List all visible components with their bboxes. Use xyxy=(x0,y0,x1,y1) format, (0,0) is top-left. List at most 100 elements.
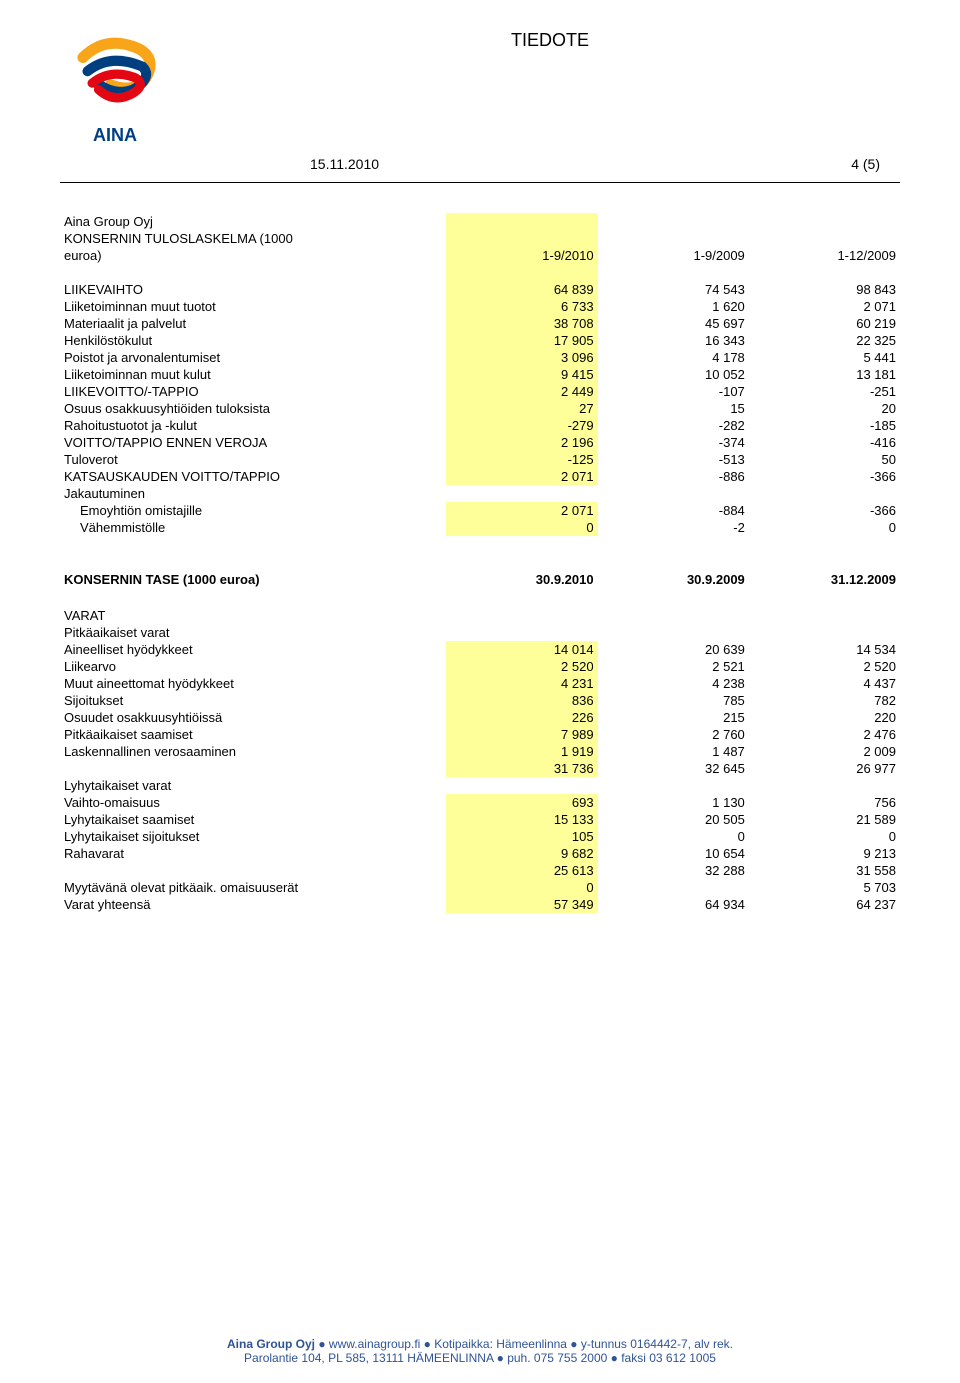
row-value: 16 343 xyxy=(598,332,749,349)
table-row: Myytävänä olevat pitkäaik. omaisuuserät0… xyxy=(60,879,900,896)
row-value xyxy=(598,485,749,502)
row-value: -279 xyxy=(446,417,597,434)
row-value: 2 071 xyxy=(446,468,597,485)
table-row: Varat yhteensä57 34964 93464 237 xyxy=(60,896,900,913)
footer-line1-rest: ● www.ainagroup.fi ● Kotipaikka: Hämeenl… xyxy=(315,1337,733,1351)
table-row: Jakautuminen xyxy=(60,485,900,502)
row-value: 2 520 xyxy=(446,658,597,675)
document-date: 15.11.2010 xyxy=(310,156,379,172)
row-value: 782 xyxy=(749,692,900,709)
row-value: -886 xyxy=(598,468,749,485)
is-col-header: 1-9/2010 xyxy=(446,247,597,264)
row-value: 4 238 xyxy=(598,675,749,692)
row-value: 5 703 xyxy=(749,879,900,896)
row-label: LIIKEVAIHTO xyxy=(60,281,446,298)
row-value: -185 xyxy=(749,417,900,434)
table-row: Pitkäaikaiset saamiset7 9892 7602 476 xyxy=(60,726,900,743)
row-value: -107 xyxy=(598,383,749,400)
is-col-header: 1-12/2009 xyxy=(749,247,900,264)
row-value: 1 919 xyxy=(446,743,597,760)
is-head-line2: KONSERNIN TULOSLASKELMA (1000 xyxy=(60,230,446,247)
table-row: 31 73632 64526 977 xyxy=(60,760,900,777)
table-row: Vähemmistölle0-20 xyxy=(60,519,900,536)
row-value: -416 xyxy=(749,434,900,451)
row-value: 693 xyxy=(446,794,597,811)
logo: AINA xyxy=(60,30,170,146)
row-label: LIIKEVOITTO/-TAPPIO xyxy=(60,383,446,400)
row-value: 220 xyxy=(749,709,900,726)
row-value: 836 xyxy=(446,692,597,709)
row-value: 0 xyxy=(749,828,900,845)
row-value: 4 437 xyxy=(749,675,900,692)
table-row: Rahoitustuotot ja -kulut-279-282-185 xyxy=(60,417,900,434)
row-value: 2 071 xyxy=(446,502,597,519)
footer-line2: Parolantie 104, PL 585, 13111 HÄMEENLINN… xyxy=(0,1351,960,1365)
row-value: 0 xyxy=(446,879,597,896)
bs-subsection-long: Pitkäaikaiset varat xyxy=(60,624,446,641)
row-label: Henkilöstökulut xyxy=(60,332,446,349)
footer-company: Aina Group Oyj xyxy=(227,1337,315,1351)
row-label: Muut aineettomat hyödykkeet xyxy=(60,675,446,692)
page-number: 4 (5) xyxy=(851,156,880,172)
row-value: 5 441 xyxy=(749,349,900,366)
row-value: 215 xyxy=(598,709,749,726)
row-value: 17 905 xyxy=(446,332,597,349)
row-label: KATSAUSKAUDEN VOITTO/TAPPIO xyxy=(60,468,446,485)
row-value: 105 xyxy=(446,828,597,845)
row-value: 25 613 xyxy=(446,862,597,879)
row-value: 50 xyxy=(749,451,900,468)
row-value: 2 071 xyxy=(749,298,900,315)
table-row: Vaihto-omaisuus6931 130756 xyxy=(60,794,900,811)
row-value: 22 325 xyxy=(749,332,900,349)
table-row: Henkilöstökulut17 90516 34322 325 xyxy=(60,332,900,349)
table-row: KATSAUSKAUDEN VOITTO/TAPPIO2 071-886-366 xyxy=(60,468,900,485)
table-row: Laskennallinen verosaaminen1 9191 4872 0… xyxy=(60,743,900,760)
row-value: 32 645 xyxy=(598,760,749,777)
table-row: Muut aineettomat hyödykkeet4 2314 2384 4… xyxy=(60,675,900,692)
row-value: 9 213 xyxy=(749,845,900,862)
row-label xyxy=(60,760,446,777)
row-value: 31 736 xyxy=(446,760,597,777)
row-value: 2 009 xyxy=(749,743,900,760)
logo-text: AINA xyxy=(60,125,170,146)
document-title: TIEDOTE xyxy=(200,30,900,51)
table-row: Aineelliset hyödykkeet14 01420 63914 534 xyxy=(60,641,900,658)
row-label: Osuus osakkuusyhtiöiden tuloksista xyxy=(60,400,446,417)
table-row: LIIKEVOITTO/-TAPPIO2 449-107-251 xyxy=(60,383,900,400)
row-value: 21 589 xyxy=(749,811,900,828)
row-value: 98 843 xyxy=(749,281,900,298)
row-value: 14 014 xyxy=(446,641,597,658)
bs-col-header: 30.9.2009 xyxy=(598,571,749,588)
row-label: Pitkäaikaiset saamiset xyxy=(60,726,446,743)
row-value: 20 505 xyxy=(598,811,749,828)
row-value: 1 130 xyxy=(598,794,749,811)
row-value: 9 682 xyxy=(446,845,597,862)
row-value: 0 xyxy=(749,519,900,536)
is-head-line1: Aina Group Oyj xyxy=(60,213,446,230)
row-value: 15 xyxy=(598,400,749,417)
row-value: 10 654 xyxy=(598,845,749,862)
table-row: Osuudet osakkuusyhtiöissä226215220 xyxy=(60,709,900,726)
row-value: 64 237 xyxy=(749,896,900,913)
row-label: VOITTO/TAPPIO ENNEN VEROJA xyxy=(60,434,446,451)
row-value xyxy=(598,879,749,896)
row-value: 64 839 xyxy=(446,281,597,298)
row-value: 20 xyxy=(749,400,900,417)
table-row: Tuloverot-125-51350 xyxy=(60,451,900,468)
row-value: 7 989 xyxy=(446,726,597,743)
bs-col-header: 30.9.2010 xyxy=(446,571,597,588)
row-value: 226 xyxy=(446,709,597,726)
row-value xyxy=(446,485,597,502)
table-row: Liiketoiminnan muut tuotot6 7331 6202 07… xyxy=(60,298,900,315)
row-value: 64 934 xyxy=(598,896,749,913)
row-value: -251 xyxy=(749,383,900,400)
row-value: 3 096 xyxy=(446,349,597,366)
row-value: 26 977 xyxy=(749,760,900,777)
row-label xyxy=(60,862,446,879)
row-label: Vähemmistölle xyxy=(60,519,446,536)
table-row: Poistot ja arvonalentumiset3 0964 1785 4… xyxy=(60,349,900,366)
row-value: 32 288 xyxy=(598,862,749,879)
row-value: 27 xyxy=(446,400,597,417)
row-label: Jakautuminen xyxy=(60,485,446,502)
table-row: Emoyhtiön omistajille2 071-884-366 xyxy=(60,502,900,519)
